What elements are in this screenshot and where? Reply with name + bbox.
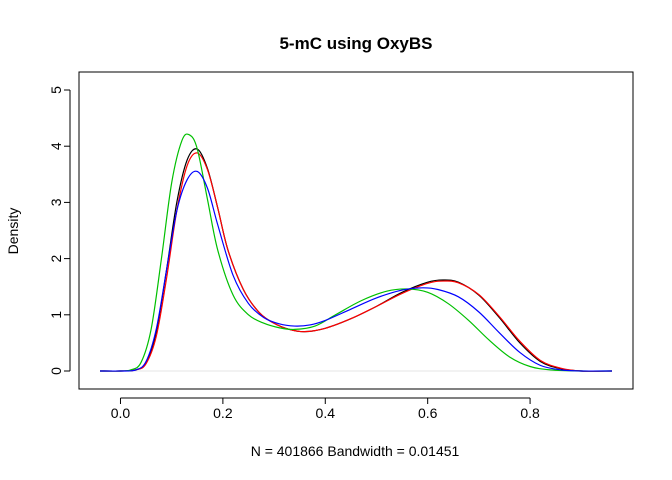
x-tick-label-0: 0.0 <box>111 405 131 421</box>
density-curve-1 <box>99 152 613 372</box>
density-curve-2 <box>99 133 613 372</box>
y-tick-label-0: 0 <box>48 367 64 375</box>
x-tick-label-3: 0.6 <box>418 405 438 421</box>
y-tick-label-2: 2 <box>48 254 64 262</box>
y-tick-label-5: 5 <box>48 86 64 94</box>
plot-frame <box>78 71 634 390</box>
density-curve-0 <box>99 148 613 372</box>
x-tick-label-2: 0.4 <box>316 405 336 421</box>
chart-title: 5-mC using OxyBS <box>279 34 432 53</box>
x-tick-label-1: 0.2 <box>213 405 233 421</box>
y-tick-label-3: 3 <box>48 198 64 206</box>
plot-marks: 0.0 0.2 0.4 0.6 0.8 0 1 2 3 4 5 <box>48 86 613 421</box>
y-tick-label-4: 4 <box>48 142 64 150</box>
density-curve-3 <box>99 170 613 372</box>
y-axis-label: Density <box>5 208 21 255</box>
x-tick-label-4: 0.8 <box>520 405 540 421</box>
y-tick-label-1: 1 <box>48 311 64 319</box>
x-axis-label: N = 401866 Bandwidth = 0.01451 <box>251 443 460 459</box>
